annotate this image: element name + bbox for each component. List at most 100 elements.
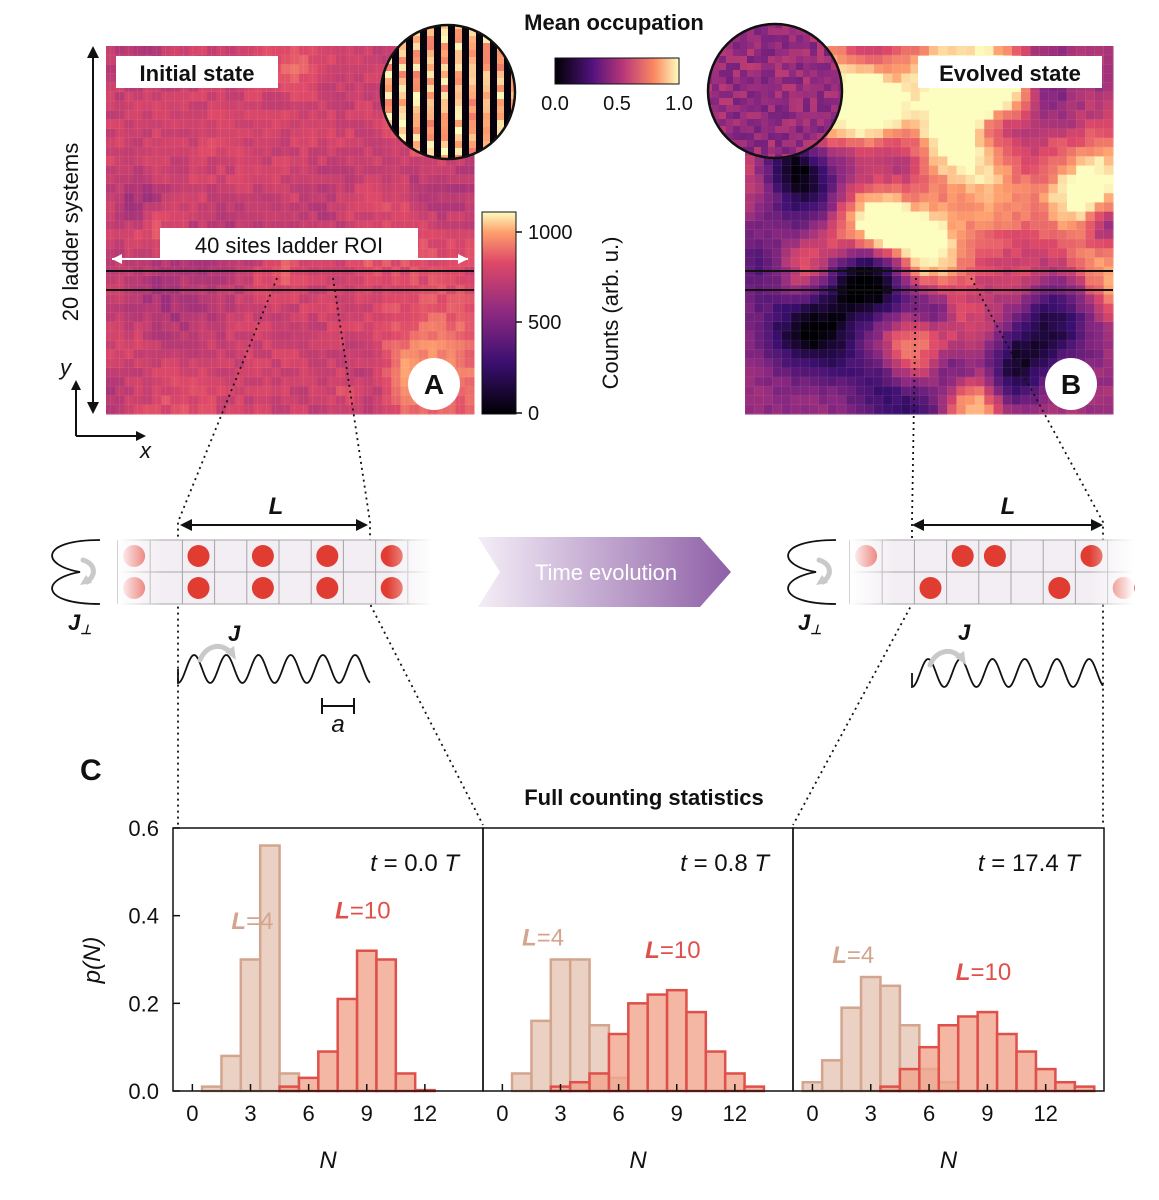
inset-pixel <box>733 112 741 120</box>
inset-pixel <box>719 24 727 29</box>
inset-pixel <box>455 99 463 107</box>
inset-pixel <box>399 78 407 86</box>
inset-pixel <box>511 141 515 149</box>
inset-pixel <box>775 35 783 43</box>
inset-pixel <box>719 105 727 113</box>
inset-pixel <box>810 49 818 57</box>
inset-pixel <box>803 84 811 92</box>
annotation-l4-var: L <box>522 925 537 952</box>
bar-l4 <box>859 975 882 1093</box>
bar-l4 <box>530 1019 553 1093</box>
inset-pixel <box>413 85 421 93</box>
inset-pixel <box>434 148 442 156</box>
ladder-schematic: L L J⊥ J⊥ J J a Time evolution <box>51 277 1135 826</box>
inset-pixel <box>462 29 470 37</box>
atom <box>983 545 1006 567</box>
rung-label-left-main: J <box>68 610 81 635</box>
x-tick-label: 12 <box>1033 1101 1057 1126</box>
inset-pixel <box>448 43 456 51</box>
inset-pixel <box>448 71 456 79</box>
inset-pixel <box>789 70 797 78</box>
inset-pixel <box>497 36 505 44</box>
inset-pixel <box>789 49 797 57</box>
bar-l10 <box>394 1072 417 1093</box>
inset-pixel <box>712 77 720 85</box>
inset-pixel <box>420 113 428 121</box>
inset-pixel <box>455 64 463 72</box>
atom <box>316 545 339 567</box>
inset-pixel <box>754 147 762 155</box>
inset-pixel <box>708 35 713 43</box>
inset-pixel <box>712 70 720 78</box>
inset-pixel <box>448 64 456 72</box>
histogram-panel-1: 0 3 6 9 12t = 0.8 TNL=4 L=10 <box>482 827 794 1174</box>
inset-pixel <box>448 50 456 58</box>
inset-pixel <box>796 42 804 50</box>
zoom-lines <box>177 277 1104 826</box>
inset-pixel <box>462 36 470 44</box>
inset-pixel <box>399 134 407 142</box>
inset-pixel <box>420 85 428 93</box>
ladder-fade <box>387 538 432 606</box>
inset-pixel <box>455 57 463 65</box>
inset-pixel <box>782 28 790 36</box>
rung-label-right: J⊥ <box>798 610 822 637</box>
inset-pixel <box>747 49 755 57</box>
annotation-l10-var: L <box>645 937 660 964</box>
inset-pixel <box>708 98 713 106</box>
counts-colorbar: 1000 500 0 Counts (arb. u.) <box>481 211 623 425</box>
inset-pixel <box>462 50 470 58</box>
annotation-l4: L=4 <box>231 908 273 935</box>
inset-pixel <box>719 70 727 78</box>
bar-l10 <box>336 997 359 1093</box>
inset-pixel <box>504 78 512 86</box>
inset-pixel <box>469 50 477 58</box>
inset-pixel <box>462 78 470 86</box>
inset-pixel <box>768 24 776 29</box>
inset-pixel <box>740 140 748 148</box>
inset-pixel <box>476 106 484 114</box>
inset-pixel <box>754 98 762 106</box>
x-tick-label: 6 <box>923 1101 935 1126</box>
inset-pixel <box>768 105 776 113</box>
inset-pixel <box>733 133 741 141</box>
inset-pixel <box>427 99 435 107</box>
inset-pixel <box>768 63 776 71</box>
inset-pixel <box>420 148 428 156</box>
inset-pixel <box>427 43 435 51</box>
inset-pixel <box>441 78 449 86</box>
inset-pixel <box>441 71 449 79</box>
inset-pixel <box>768 49 776 57</box>
panel-a-tag: A <box>424 369 444 400</box>
inset-pixel <box>726 105 734 113</box>
inset-pixel <box>434 50 442 58</box>
inset-pixel <box>455 141 463 149</box>
time-label-part: t <box>978 850 986 877</box>
ladder-fade <box>850 538 895 606</box>
inset-pixel <box>511 57 515 65</box>
inset-pixel <box>810 70 818 78</box>
inset-pixel <box>392 85 400 93</box>
inset-pixel <box>469 43 477 51</box>
inset-pixel <box>754 119 762 127</box>
inset-pixel <box>483 36 491 44</box>
inset-pixel <box>413 57 421 65</box>
inset-pixel <box>392 99 400 107</box>
inset-pixel <box>413 99 421 107</box>
occupation-tick-0: 0.0 <box>541 93 569 115</box>
inset-pixel <box>761 70 769 78</box>
inset-pixel <box>733 119 741 127</box>
inset-pixel <box>392 92 400 100</box>
inset-pixel <box>413 92 421 100</box>
panel-c-tag: C <box>80 754 102 787</box>
inset-pixel <box>462 92 470 100</box>
inset-pixel <box>399 113 407 121</box>
inset-pixel <box>476 155 484 159</box>
inset-pixel <box>782 84 790 92</box>
inset-pixel <box>476 36 484 44</box>
inset-pixel <box>733 63 741 71</box>
bar-l10 <box>937 1024 960 1093</box>
inset-pixel <box>497 50 505 58</box>
inset-pixel <box>427 57 435 65</box>
inset-pixel <box>490 120 498 128</box>
